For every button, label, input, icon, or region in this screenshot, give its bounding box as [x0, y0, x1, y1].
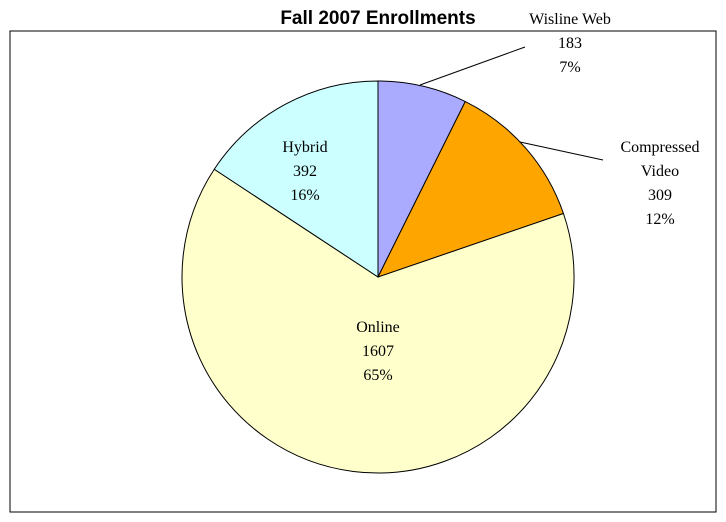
- data-label: Online 1607 65%: [318, 316, 438, 388]
- label-name: Wisline Web: [529, 11, 611, 28]
- pie-slice: [213, 80, 379, 278]
- plot-border: [9, 30, 717, 513]
- pie-slice: [181, 168, 575, 474]
- label-percent: 65%: [363, 367, 393, 384]
- chart-title: Fall 2007 Enrollments: [280, 8, 475, 29]
- data-label: Wisline Web 183 7%: [505, 8, 635, 80]
- label-percent: 7%: [559, 59, 581, 76]
- label-value: 183: [558, 35, 582, 52]
- leader-line: [519, 141, 604, 161]
- pie-slice: [377, 100, 565, 278]
- label-value: 1607: [362, 343, 394, 360]
- leader-line: [419, 46, 526, 86]
- label-value: 309: [648, 187, 672, 204]
- data-label: Compressed Video 309 12%: [605, 136, 715, 232]
- label-name: Online: [356, 319, 400, 336]
- data-label: Hybrid 392 16%: [250, 136, 360, 208]
- label-name: Compressed Video: [620, 139, 700, 180]
- label-name: Hybrid: [282, 139, 328, 156]
- label-value: 392: [293, 163, 317, 180]
- label-percent: 12%: [645, 211, 675, 228]
- label-percent: 16%: [290, 187, 320, 204]
